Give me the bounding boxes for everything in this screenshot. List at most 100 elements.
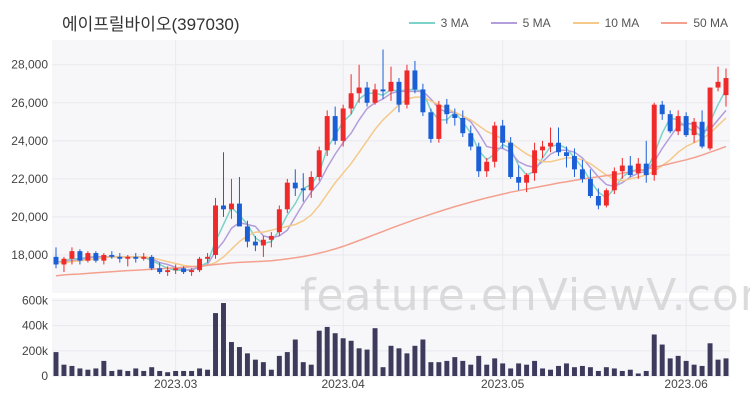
volume-bar	[492, 358, 498, 376]
candle	[643, 140, 649, 183]
legend-item-3ma[interactable]: 3 MA	[408, 16, 469, 30]
candle-body	[667, 114, 673, 132]
candle	[548, 127, 554, 153]
candle-body	[348, 93, 354, 109]
volume-bar	[340, 338, 346, 376]
volume-bar	[228, 342, 234, 376]
volume-bar	[284, 352, 290, 376]
candle	[571, 148, 577, 177]
volume-bar	[324, 326, 330, 376]
volume-bar	[380, 367, 386, 376]
candle	[125, 254, 131, 267]
candle-body	[292, 182, 298, 189]
legend-label: 10 MA	[604, 16, 640, 30]
volume-bar	[388, 345, 394, 376]
candle-body	[157, 268, 163, 273]
candle-body	[173, 268, 179, 271]
volume-bar	[276, 355, 282, 376]
candle-body	[683, 116, 689, 136]
watermark: feature.enViewV.com	[300, 270, 750, 321]
candle	[109, 251, 115, 259]
candle-body	[53, 256, 59, 265]
candle-body	[556, 142, 561, 153]
candle	[117, 253, 123, 263]
volume-bar	[61, 364, 67, 376]
candle-body	[484, 161, 490, 172]
candle	[699, 110, 705, 149]
candle	[635, 157, 641, 179]
candle	[476, 142, 482, 177]
volume-tick-label: 400k	[22, 319, 49, 333]
candle-body	[260, 239, 266, 246]
volume-bar	[77, 368, 83, 376]
legend-item-10ma[interactable]: 10 MA	[572, 16, 640, 30]
volume-bar	[699, 365, 705, 376]
volume-bar	[691, 364, 697, 376]
volume-bar	[444, 360, 450, 376]
date-tick-label: 2023.05	[481, 377, 525, 391]
volume-bar	[244, 353, 250, 376]
candle-body	[468, 133, 474, 147]
candle-body	[460, 117, 466, 134]
volume-bar	[460, 360, 466, 376]
volume-bar	[571, 367, 577, 376]
candle-body	[619, 165, 625, 172]
volume-bar	[420, 339, 426, 376]
volume-bar	[556, 365, 561, 376]
candle	[516, 165, 522, 191]
candle	[93, 251, 99, 263]
candle	[444, 98, 450, 124]
candle-body	[308, 176, 314, 191]
candle-body	[651, 104, 657, 176]
candle-body	[109, 254, 115, 257]
candle-body	[579, 169, 585, 179]
candle-body	[428, 112, 434, 139]
candle	[141, 253, 147, 261]
price-tick-label: 22,000	[11, 172, 48, 186]
candle-body	[213, 205, 218, 255]
candle-body	[436, 104, 442, 139]
volume-bar	[715, 359, 721, 376]
volume-bar	[508, 368, 514, 376]
legend-item-50ma[interactable]: 50 MA	[661, 16, 728, 30]
volume-tick-label: 200k	[22, 344, 49, 358]
volume-bar	[165, 372, 171, 376]
candle	[205, 253, 211, 263]
candle-body	[93, 253, 99, 261]
candle-body	[165, 270, 171, 273]
candle-body	[603, 190, 609, 206]
volume-bar	[308, 364, 314, 376]
candle	[428, 108, 434, 143]
volume-bar	[260, 362, 266, 376]
candle-body	[300, 188, 306, 191]
legend-swatch	[408, 22, 435, 24]
volume-bar	[268, 369, 274, 376]
candle-body	[420, 89, 426, 113]
candle-body	[707, 87, 713, 149]
candle	[508, 137, 514, 179]
candle-body	[524, 175, 530, 183]
volume-bar	[579, 365, 585, 376]
candle-body	[564, 152, 569, 157]
candle	[651, 102, 657, 181]
candle-body	[252, 241, 258, 246]
legend-item-5ma[interactable]: 5 MA	[490, 16, 551, 30]
candle	[284, 178, 290, 214]
candle	[173, 264, 179, 274]
candle	[452, 108, 458, 126]
candle	[611, 167, 617, 195]
price-tick-label: 18,000	[11, 248, 48, 262]
volume-bar	[85, 369, 91, 376]
legend-label: 3 MA	[440, 16, 469, 30]
axis-labels: 18,000 20,000 22,000 24,000 26,000 28,000 0 200…	[11, 58, 708, 391]
candle-body	[452, 114, 458, 118]
volume-bar	[149, 367, 155, 376]
candle-body	[404, 70, 410, 105]
volume-bar	[125, 370, 131, 376]
candle	[659, 100, 665, 120]
candle-body	[715, 81, 721, 88]
volume-bar	[197, 368, 203, 376]
volume-bar	[396, 348, 402, 376]
volume-bar	[173, 370, 179, 376]
